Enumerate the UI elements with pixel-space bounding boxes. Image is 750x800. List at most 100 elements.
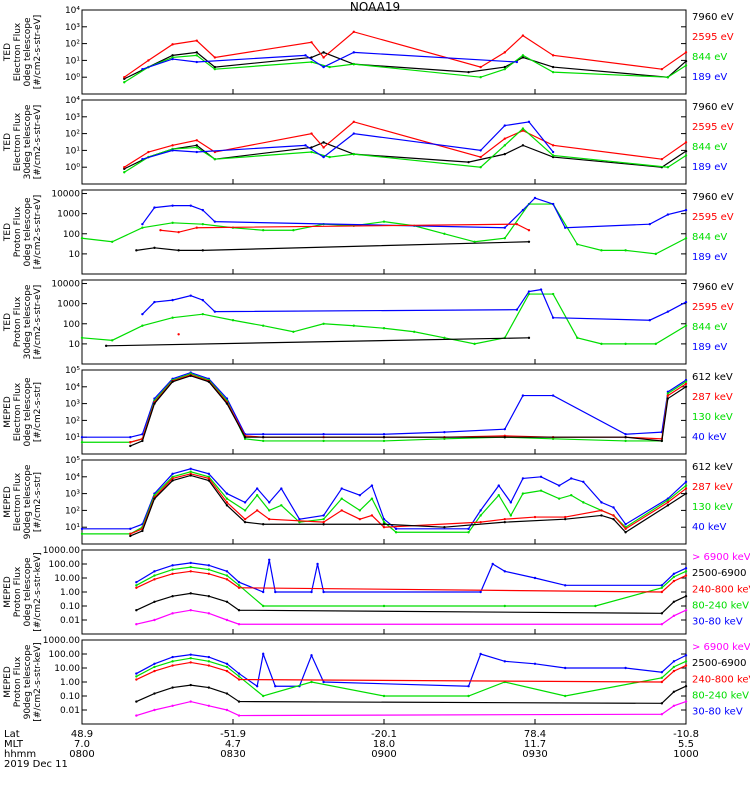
data-point [153, 669, 156, 673]
data-point [255, 487, 259, 490]
data-point [382, 520, 386, 524]
data-point [684, 380, 688, 383]
data-point [195, 51, 198, 54]
data-point [292, 330, 295, 333]
x-row-label: 2019 Dec 11 [4, 759, 68, 770]
data-point [527, 290, 531, 293]
data-point [213, 157, 217, 161]
legend-entry: > 6900 keV [692, 552, 750, 563]
data-point [564, 517, 567, 521]
data-point [153, 300, 156, 304]
data-point [672, 690, 676, 693]
data-point [262, 694, 265, 698]
data-point [262, 604, 265, 608]
data-point [153, 246, 156, 250]
data-point [189, 592, 192, 595]
data-point [503, 144, 506, 147]
legend-entry: 30-80 keV [692, 617, 743, 628]
y-axis-label: Electron Flux [13, 382, 23, 441]
data-point [189, 374, 192, 378]
data-point [310, 654, 313, 657]
data-point [195, 226, 198, 229]
y-tick-label: 10¹ [65, 523, 80, 533]
data-point [159, 229, 162, 232]
y-axis-label: MEPED [3, 666, 13, 698]
y-axis-label: 90deg telescope [23, 464, 33, 539]
data-point [340, 509, 343, 512]
data-point [624, 439, 627, 443]
data-point [207, 612, 211, 615]
data-point [515, 308, 519, 311]
data-point [298, 520, 301, 524]
data-point [551, 54, 555, 57]
data-point [551, 150, 555, 154]
data-point [684, 664, 688, 667]
data-point [666, 394, 670, 397]
data-point [322, 680, 325, 684]
data-point [123, 76, 126, 79]
data-point [648, 319, 651, 322]
data-point [80, 532, 84, 536]
data-point [153, 494, 156, 497]
data-point [243, 436, 247, 439]
series-line--6900-keV [136, 700, 687, 717]
x-tick-label: 4.7 [225, 739, 241, 750]
y-axis-label: 90deg telescope [23, 644, 33, 719]
data-point [503, 520, 506, 524]
data-point [370, 484, 374, 487]
data-point [521, 144, 525, 147]
legend-entry: 189 eV [692, 72, 727, 83]
panel-frame [81, 279, 687, 365]
data-point [479, 520, 482, 524]
x-tick-label: -51.9 [220, 729, 246, 740]
data-point [322, 51, 325, 54]
data-point [612, 506, 615, 509]
legend-entry: 287 keV [692, 392, 733, 403]
data-point [237, 678, 241, 681]
y-axis-label: Electron Flux [13, 472, 23, 531]
data-point [123, 171, 126, 174]
data-point [310, 146, 313, 149]
series-line-189-eV [142, 121, 554, 160]
data-point [551, 154, 555, 157]
data-point [382, 694, 386, 698]
data-point [666, 397, 670, 400]
data-point [666, 392, 670, 395]
data-point [479, 155, 482, 159]
data-point [684, 64, 688, 67]
data-point [225, 492, 229, 495]
data-point [207, 660, 211, 663]
y-tick-label: 10⁴ [65, 96, 80, 106]
data-point [612, 517, 615, 521]
data-point [231, 319, 235, 322]
data-point [201, 208, 204, 212]
data-point [292, 229, 295, 232]
y-axis-label: [#/cm2-s-str] [33, 382, 43, 442]
data-point [666, 499, 670, 502]
data-point [564, 584, 567, 587]
data-point [509, 514, 513, 517]
data-point [684, 237, 688, 240]
panel-ted_proton_0deg: 10 100 1000 10000 TED Proton Flux 0deg telesco… [3, 189, 734, 275]
data-point [129, 441, 132, 444]
x-tick-label: 0800 [69, 749, 94, 760]
data-point [171, 477, 174, 480]
y-tick-label: 1000 [57, 210, 80, 220]
legend-entry: 612 keV [692, 462, 733, 473]
legend-entry: 287 keV [692, 482, 733, 493]
data-point [141, 324, 144, 327]
data-point [600, 342, 603, 346]
data-point [684, 609, 688, 612]
y-tick-label: 10² [65, 130, 80, 140]
data-point [207, 568, 211, 571]
y-axis-label: MEPED [3, 576, 13, 608]
data-point [539, 288, 543, 291]
data-point [503, 427, 506, 431]
data-point [648, 222, 651, 226]
data-point [497, 494, 500, 497]
y-tick-label: 10000 [51, 190, 80, 200]
x-tick-label: 1000 [673, 749, 698, 760]
y-tick-label: 10 [69, 250, 81, 260]
data-point [570, 494, 573, 497]
data-point [189, 683, 192, 687]
